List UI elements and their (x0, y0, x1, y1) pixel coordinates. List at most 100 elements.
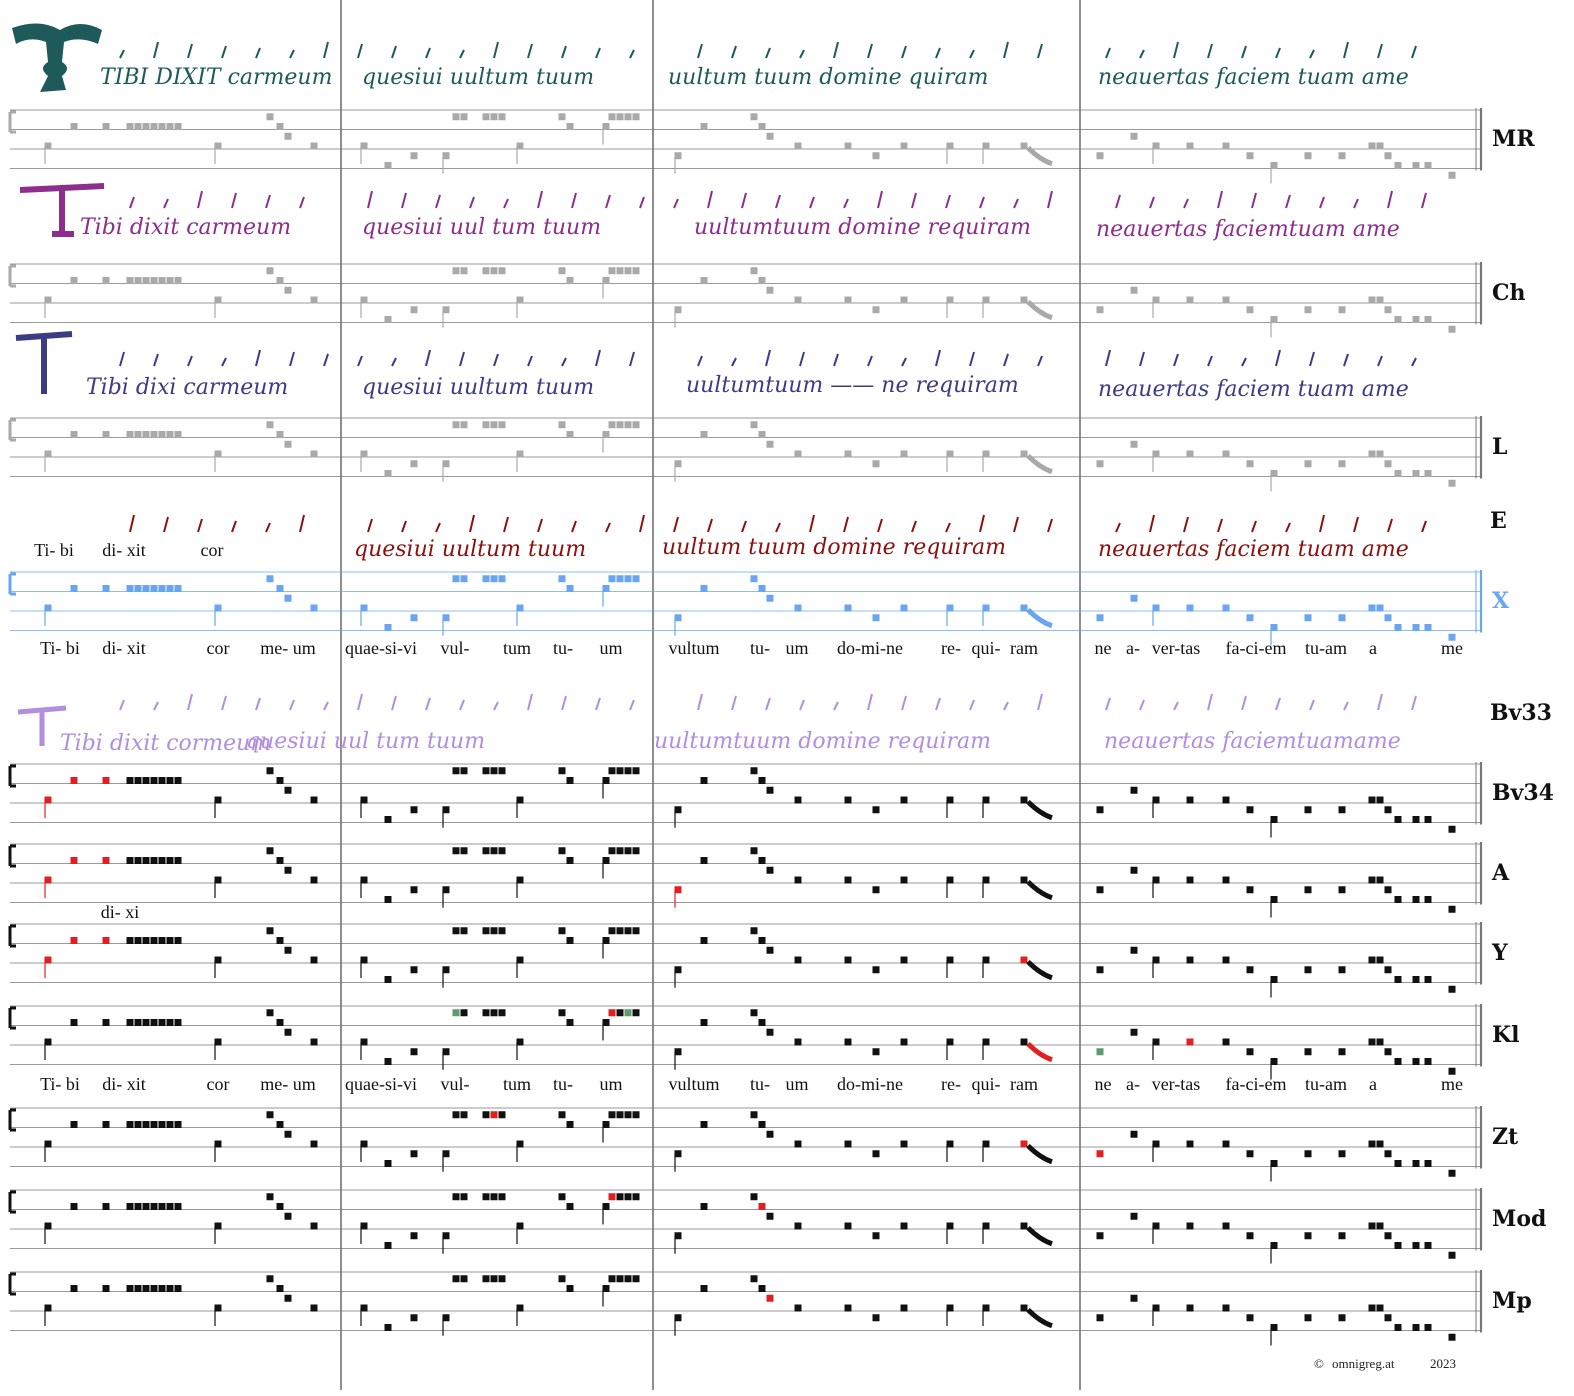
neume-mark (979, 514, 985, 533)
neume-mark (1149, 514, 1155, 533)
neume-note (266, 421, 274, 429)
neume-mark (493, 353, 499, 367)
neume-note (632, 1275, 640, 1283)
neume-mark (265, 194, 271, 209)
neume-note (624, 927, 632, 935)
neume-mark (435, 194, 441, 209)
neume-mark (129, 514, 135, 533)
neume-note (174, 1019, 182, 1026)
neume-note (166, 123, 174, 130)
neume-note (1246, 1232, 1254, 1240)
neume-mark (119, 351, 125, 367)
neume-note (498, 267, 506, 275)
neume-note (410, 1150, 418, 1158)
lyric-syllable: a (1369, 638, 1377, 658)
neume-note (174, 857, 182, 864)
neume-mark (731, 45, 737, 59)
neume-note (750, 575, 758, 583)
neume-note (1394, 1324, 1402, 1331)
neume-mark (1251, 192, 1257, 209)
neume-mark (1139, 699, 1145, 711)
clef-icon (8, 1190, 16, 1214)
neume-mark (299, 196, 305, 209)
neume-mark (809, 196, 815, 209)
neume-mark (1285, 194, 1291, 209)
neume-note (126, 277, 134, 284)
neume-note (1222, 604, 1230, 612)
neume-note (1368, 1038, 1376, 1046)
neume-mark (221, 695, 227, 711)
staff-label-Mod: Mod (1492, 1206, 1546, 1232)
neume-note (1424, 816, 1432, 823)
neume-note (498, 113, 506, 121)
neume-note (602, 1121, 610, 1128)
neume-note (794, 1038, 802, 1046)
neume-note (284, 594, 292, 602)
neume-mark (1387, 190, 1393, 209)
neume-note (1186, 142, 1194, 150)
neume-note (360, 1222, 368, 1230)
neume-note (360, 296, 368, 304)
neume-mark (1037, 355, 1043, 367)
neume-mark (357, 693, 363, 711)
neume-note (452, 421, 460, 429)
staff-Mod: Mod (8, 1188, 1546, 1264)
neume-note (1376, 1222, 1384, 1230)
neume-note (442, 1150, 450, 1158)
neume-note (126, 1285, 134, 1292)
neume-note (1448, 325, 1456, 333)
neume-note (214, 142, 222, 150)
neume-mark (469, 196, 475, 209)
neume-note (276, 1285, 284, 1292)
lyric-syllable: cor (207, 1074, 230, 1094)
neume-note (844, 604, 852, 612)
neume-note (44, 876, 52, 884)
neume-mark (1377, 355, 1383, 367)
neume-note (900, 1222, 908, 1230)
neume-mark (1173, 41, 1179, 59)
neume-note (310, 604, 318, 612)
neume-note (1384, 1048, 1392, 1056)
neume-note (142, 123, 150, 130)
lyric-line-1: Ti- bi di- xit cor me- um quae-si-vi vul-tum t… (40, 638, 1463, 658)
neume-note (498, 927, 506, 935)
neume-note (452, 1111, 460, 1119)
neume-mark (197, 190, 203, 209)
neume-note (700, 277, 708, 284)
neume-note (1448, 171, 1456, 179)
neume-note (284, 1028, 292, 1036)
neume-note (1338, 1232, 1346, 1240)
neume-mark (765, 47, 771, 59)
neume-note (102, 431, 110, 438)
bv33-initial-T (17, 705, 67, 746)
neume-note (608, 113, 616, 121)
neume-note (158, 585, 166, 592)
neume-note (900, 296, 908, 304)
neume-note (608, 1193, 616, 1201)
neume-note (126, 585, 134, 592)
staff-label-Mp: Mp (1492, 1288, 1532, 1314)
lyric-syllable: re- (941, 1074, 961, 1094)
neume-note (624, 575, 632, 583)
neume-note (982, 1304, 990, 1312)
neume-note (490, 1275, 498, 1283)
neume-note (498, 575, 506, 583)
neume-note (490, 1111, 498, 1119)
neume-note (134, 1203, 142, 1210)
neume-note (758, 585, 766, 592)
neume-note (266, 575, 274, 583)
neume-note (70, 585, 78, 592)
neume-note (1026, 145, 1053, 167)
neume-note (460, 267, 468, 275)
neume-note (442, 886, 450, 894)
neume-note (632, 927, 640, 935)
neume-note (214, 604, 222, 612)
neume-row (129, 190, 1427, 209)
neume-note (1368, 1222, 1376, 1230)
neume-note (102, 123, 110, 130)
neume-mark (493, 701, 499, 711)
neume-mark (605, 194, 611, 209)
neume-note (1376, 956, 1384, 964)
neume-mark (911, 520, 917, 533)
neume-note (460, 1111, 468, 1119)
